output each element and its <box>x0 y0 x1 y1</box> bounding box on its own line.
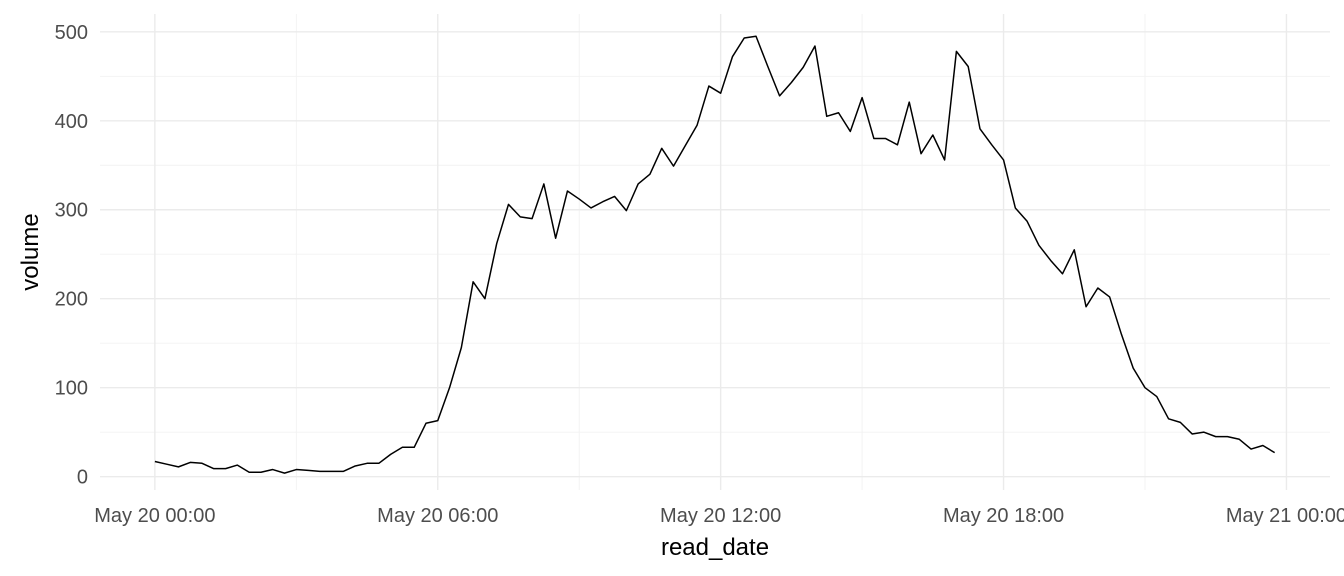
x-tick-label: May 20 12:00 <box>660 505 781 527</box>
y-axis-title: volume <box>17 213 44 290</box>
y-tick-label: 0 <box>77 467 88 489</box>
series-line <box>154 35 1276 474</box>
x-axis-title: read_date <box>661 534 769 561</box>
minor-gridlines <box>100 14 1330 490</box>
y-tick-label: 500 <box>55 22 88 44</box>
y-tick-label: 300 <box>55 200 88 222</box>
x-tick-label: May 20 06:00 <box>377 505 498 527</box>
major-gridlines <box>100 14 1330 490</box>
x-tick-label: May 20 18:00 <box>943 505 1064 527</box>
y-tick-label: 400 <box>55 111 88 133</box>
y-tick-label: 200 <box>55 289 88 311</box>
x-tick-label: May 21 00:00 <box>1226 505 1344 527</box>
x-axis-tick-labels: May 20 00:00 May 20 06:00 May 20 12:00 May … <box>94 505 1344 527</box>
y-axis-tick-labels: 0 100 200 300 400 500 <box>55 22 88 489</box>
series-layer <box>154 35 1276 474</box>
y-tick-label: 100 <box>55 378 88 400</box>
x-tick-label: May 20 00:00 <box>94 505 215 527</box>
